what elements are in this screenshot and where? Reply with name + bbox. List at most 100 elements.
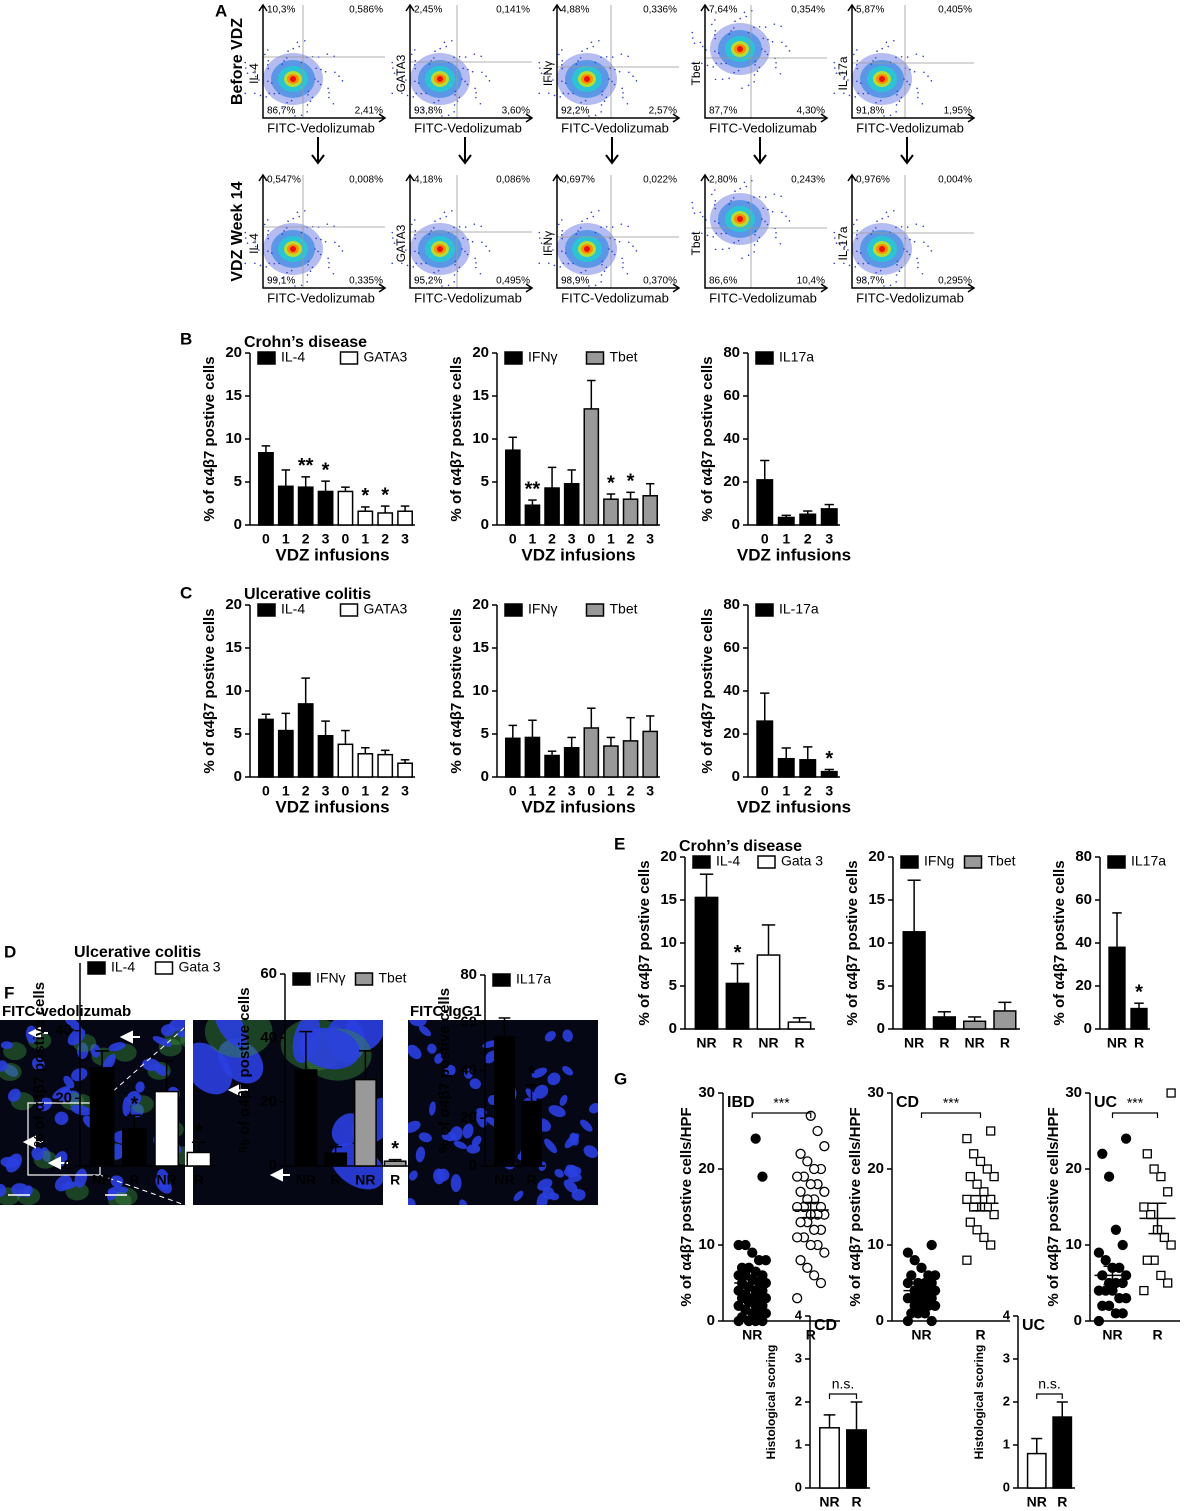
event-dot — [414, 80, 416, 83]
event-dot — [862, 262, 865, 265]
event-dot — [626, 272, 629, 275]
event-dot — [306, 274, 309, 276]
event-dot — [453, 274, 456, 276]
event-dot — [745, 185, 748, 188]
x-axis-label: VDZ infusions — [737, 545, 851, 564]
event-dot — [608, 248, 610, 250]
point — [979, 1187, 989, 1197]
nucleus — [544, 1030, 556, 1042]
event-dot — [399, 71, 402, 74]
bar — [277, 485, 294, 526]
event-dot — [771, 210, 774, 213]
event-dot — [300, 284, 303, 287]
event-dot — [552, 79, 554, 81]
legend-swatch — [257, 603, 276, 617]
event-dot — [875, 101, 877, 104]
event-dot — [548, 92, 550, 95]
event-dot — [720, 232, 723, 235]
x-tick-label: NR — [696, 1035, 716, 1051]
bar — [563, 747, 580, 778]
event-dot — [598, 209, 600, 212]
nucleus — [127, 1091, 142, 1106]
event-dot — [730, 200, 732, 202]
event-dot — [753, 251, 755, 253]
event-dot — [621, 257, 623, 260]
event-dot — [584, 99, 587, 102]
event-dot — [539, 237, 541, 239]
legend-swatch — [339, 603, 359, 617]
point — [975, 1156, 986, 1167]
event-dot — [855, 233, 858, 236]
event-dot — [913, 240, 916, 243]
event-dot — [451, 209, 453, 212]
nucleus — [563, 1179, 578, 1193]
event-dot — [428, 233, 431, 235]
event-dot — [605, 225, 608, 228]
quadrant-label: 95,2% — [414, 276, 442, 287]
event-dot — [895, 281, 897, 283]
panel-label: E — [614, 834, 625, 853]
y-tick-label: 20 — [867, 1160, 884, 1177]
event-dot — [621, 87, 623, 90]
event-dot — [464, 56, 467, 58]
nucleus — [0, 1183, 7, 1197]
nucleus — [5, 1153, 22, 1173]
event-dot — [896, 94, 898, 96]
x-tick-label: 2 — [548, 531, 556, 547]
y-tick-label: 60 — [723, 387, 740, 404]
y-axis-label: % of α4β7 postive cells — [448, 356, 465, 521]
panel-label: G — [614, 1069, 627, 1088]
event-dot — [306, 104, 309, 106]
bar — [622, 498, 639, 526]
point — [1142, 1149, 1152, 1159]
bracket — [751, 1112, 812, 1118]
point — [1093, 1315, 1105, 1327]
y-tick-label: 4 — [1003, 1307, 1011, 1322]
event-dot — [425, 92, 427, 95]
legend-label: GATA3 — [364, 601, 408, 617]
quadrant-label: 99,1% — [267, 276, 295, 287]
event-dot — [780, 25, 782, 28]
event-dot — [572, 92, 574, 95]
event-dot — [847, 249, 849, 251]
y-tick-label: 5 — [669, 977, 677, 994]
event-dot — [835, 242, 838, 244]
event-dot — [414, 49, 416, 51]
event-dot — [754, 230, 757, 233]
event-dot — [870, 277, 872, 280]
event-dot — [327, 257, 329, 260]
event-dot — [561, 49, 563, 51]
y-tick-label: 60 — [260, 965, 277, 982]
nucleus — [152, 1036, 172, 1047]
event-dot — [481, 71, 483, 74]
event-dot — [266, 233, 269, 236]
nucleus — [156, 1169, 171, 1190]
quadrant-label: 0,370% — [643, 276, 677, 287]
bar — [1026, 1452, 1047, 1489]
quadrant-label: 10,3% — [267, 5, 295, 16]
quadrant-label: 92,2% — [561, 106, 589, 117]
flow-x-label: FITC-Vedolizumab — [709, 290, 817, 305]
event-dot — [538, 61, 541, 64]
point — [989, 1171, 999, 1182]
point — [982, 1164, 992, 1174]
event-dot — [927, 75, 929, 78]
point — [819, 1186, 830, 1197]
y-tick-label: 0 — [1074, 1312, 1082, 1329]
chart-title: Ulcerative colitis — [244, 586, 371, 603]
event-dot — [453, 281, 455, 283]
event-dot — [425, 262, 427, 265]
event-dot — [401, 245, 404, 248]
x-tick-label: R — [975, 1327, 985, 1343]
event-dot — [747, 201, 750, 204]
x-tick-label: 1 — [607, 531, 615, 547]
point — [986, 1126, 996, 1136]
y-tick-label: 60 — [1075, 891, 1092, 908]
event-dot — [885, 211, 888, 214]
event-dot — [733, 241, 735, 244]
event-dot — [758, 66, 761, 69]
y-tick-label: 60 — [460, 1014, 477, 1031]
bar — [725, 982, 750, 1030]
x-tick-label: R — [939, 1035, 949, 1051]
